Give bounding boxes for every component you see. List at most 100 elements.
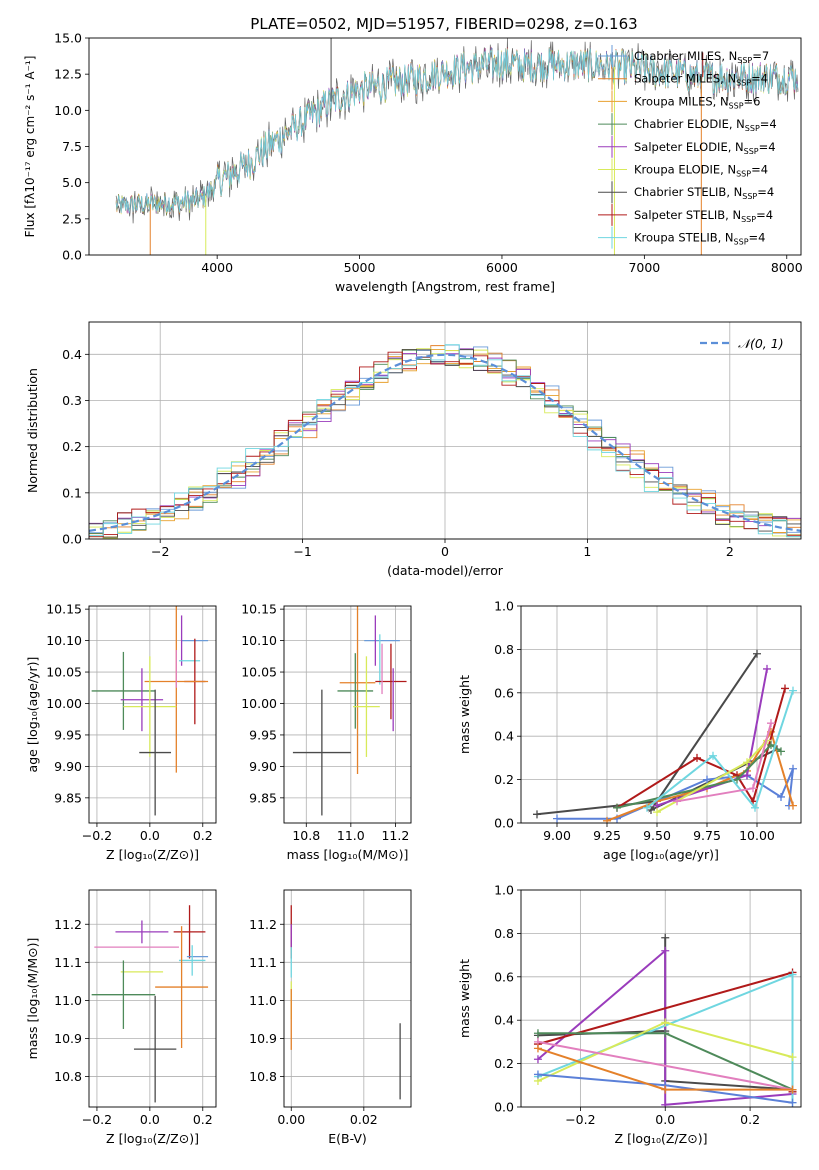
y-tick-label: 0.1 <box>62 485 82 500</box>
y-tick-label: 10.00 <box>46 696 82 711</box>
histogram-series <box>89 351 801 538</box>
legend-label: Salpeter MILES, NSSP=4 <box>634 72 768 88</box>
axes: −0.2 0.0 0.2 0.0 0.2 0.4 0.6 0.8 1.0 Z [log₁₀(Z/Z… <box>457 883 802 1146</box>
x-tick-label: 4000 <box>201 260 233 275</box>
panel-mass_vs_ebv: 0.00 0.02 10.8 10.9 11.0 11.1 11.2 E(B-V) <box>249 889 412 1146</box>
x-tick-label: 10.8 <box>292 828 320 843</box>
errorbar-point <box>178 945 206 976</box>
mass-weight-marker <box>777 747 785 756</box>
mass-weight-marker <box>788 1053 797 1062</box>
y-axis-label: mass weight <box>457 959 472 1038</box>
y-tick-label: 9.85 <box>249 790 277 805</box>
plot-area <box>292 606 407 816</box>
mass-weight-marker <box>789 686 797 695</box>
x-tick-label: 0.0 <box>655 1112 675 1127</box>
y-tick-label: 0.2 <box>494 772 514 787</box>
panel-massweight_vs_age: 9.00 9.25 9.50 9.75 10.00 0.0 0.2 0.4 0.6 0.8 1.0 a… <box>457 599 802 862</box>
errorbar-point <box>120 668 164 732</box>
axes: 10.8 11.0 11.2 9.85 9.90 9.95 10.00 10.05 10.10 1… <box>241 602 412 862</box>
errorbar-point <box>339 606 376 774</box>
y-tick-label: 0.0 <box>494 1100 514 1115</box>
x-axis-label: wavelength [Angstrom, rest frame] <box>335 279 555 294</box>
mass-weight-marker <box>673 797 681 806</box>
axes: 4000 5000 6000 7000 8000 0.0 2.5 5.0 7.5 10.0 12.5… <box>23 31 803 295</box>
errorbar-point <box>173 905 206 959</box>
legend-label: Chabrier ELODIE, NSSP=4 <box>634 117 777 133</box>
plot-area <box>533 649 797 823</box>
x-tick-label: 7000 <box>628 260 660 275</box>
x-axis-label: E(B-V) <box>328 1131 367 1146</box>
y-tick-label: 0.6 <box>494 685 514 700</box>
mass-weight-marker <box>613 803 621 812</box>
y-tick-label: 1.0 <box>494 883 514 898</box>
mass-weight-marker <box>533 1044 542 1053</box>
gaussian-curve <box>89 353 801 532</box>
y-tick-label: 11.2 <box>249 917 277 932</box>
panel-massweight_vs_Z: −0.2 0.0 0.2 0.0 0.2 0.4 0.6 0.8 1.0 Z [log₁₀(Z/Z… <box>457 883 802 1146</box>
x-tick-label: 8000 <box>771 260 803 275</box>
plot-area <box>533 933 797 1107</box>
mass-weight-marker <box>661 1029 670 1038</box>
y-tick-label: 10.9 <box>54 1031 82 1046</box>
x-tick-label: 10.00 <box>739 828 775 843</box>
errorbar-point <box>115 920 169 944</box>
y-tick-label: 10.15 <box>46 602 82 617</box>
x-tick-label: 0 <box>441 544 449 559</box>
errorbar-point <box>139 689 172 816</box>
y-tick-label: 7.5 <box>62 139 82 154</box>
y-tick-label: 2.5 <box>62 211 82 226</box>
grid <box>284 890 411 1107</box>
grid <box>89 890 216 1107</box>
x-tick-label: 9.25 <box>593 828 621 843</box>
y-axis-label: Normed distribution <box>25 368 40 493</box>
y-tick-label: 0.2 <box>494 1056 514 1071</box>
legend-label: Salpeter STELIB, NSSP=4 <box>634 208 773 224</box>
x-axis-label: Z [log₁₀(Z/Z⊙)] <box>106 847 199 862</box>
y-tick-label: 0.6 <box>494 969 514 984</box>
axes: −0.2 0.0 0.2 9.85 9.90 9.95 10.00 10.05 10.10 10.… <box>25 602 217 862</box>
mass-weight-marker <box>777 792 785 801</box>
axes-frame <box>283 889 412 1108</box>
x-tick-label: 11.0 <box>337 828 365 843</box>
mass-weight-marker <box>661 1100 670 1107</box>
x-tick-label: 0.0 <box>140 1112 160 1127</box>
axes-frame <box>88 605 217 824</box>
x-tick-label: −2 <box>151 544 169 559</box>
mass-weight-marker <box>749 784 757 793</box>
x-tick-label: 1 <box>583 544 591 559</box>
mass-weight-marker <box>533 1055 542 1064</box>
axes-frame <box>520 605 802 824</box>
mass-weight-marker <box>661 1018 670 1027</box>
mass-weight-marker <box>661 1085 670 1094</box>
mass-weight-marker <box>733 775 741 784</box>
x-axis-label: mass [log₁₀(M/M⊙)] <box>287 847 409 862</box>
y-tick-label: 0.3 <box>62 393 82 408</box>
legend: 𝒩(0, 1) <box>700 336 784 351</box>
y-tick-label: 10.00 <box>241 696 277 711</box>
x-tick-label: 0.0 <box>140 828 160 843</box>
axes-frame <box>520 889 802 1108</box>
errorbar-point <box>353 656 380 757</box>
y-tick-label: 9.95 <box>54 727 82 742</box>
mass-weight-marker <box>533 1029 542 1038</box>
y-tick-label: 11.0 <box>54 993 82 1008</box>
y-tick-label: 5.0 <box>62 175 82 190</box>
y-tick-label: 10.05 <box>46 665 82 680</box>
mass-weight-marker <box>661 946 670 955</box>
grid <box>89 606 216 823</box>
axes: 9.00 9.25 9.50 9.75 10.00 0.0 0.2 0.4 0.6 0.8 1.0 a… <box>457 599 802 862</box>
y-tick-label: 10.10 <box>46 633 82 648</box>
mass-weight-marker <box>709 751 717 760</box>
y-tick-label: 10.8 <box>54 1069 82 1084</box>
x-tick-label: −0.2 <box>82 828 112 843</box>
axes-frame <box>88 889 217 1108</box>
mass-weight-marker <box>767 740 775 749</box>
y-tick-label: 10.05 <box>241 665 277 680</box>
y-tick-label: 10.15 <box>241 602 277 617</box>
x-tick-label: 5000 <box>344 260 376 275</box>
errorbar-point <box>375 643 407 720</box>
mass-weight-marker <box>788 1098 797 1107</box>
axes: 0.00 0.02 10.8 10.9 11.0 11.1 11.2 E(B-V) <box>249 889 412 1146</box>
y-tick-label: 9.85 <box>54 790 82 805</box>
